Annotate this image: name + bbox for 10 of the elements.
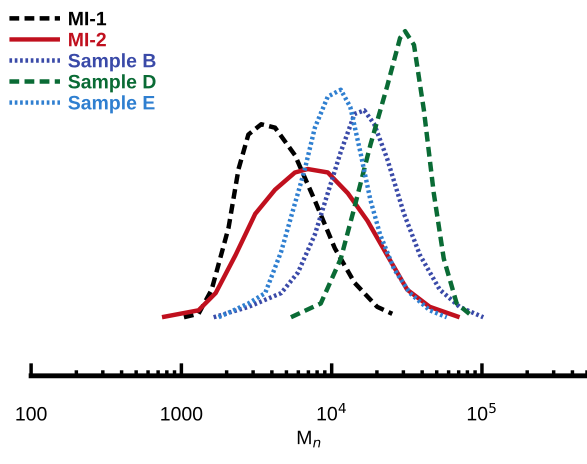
legend-label: Sample E <box>68 95 155 114</box>
x-tick-label: 10$^{4}$ <box>318 402 346 421</box>
x-tick-label: 1000 <box>161 406 202 421</box>
x-tick-label: 10$^{5}$ <box>468 402 496 421</box>
legend-label: MI-2 <box>69 32 106 46</box>
x-tick-label: 100 <box>16 406 47 421</box>
legend-label: Sample D <box>68 74 156 92</box>
x-axis-title: M$_{n}$ <box>298 430 320 448</box>
legend-label: Sample B <box>68 53 156 72</box>
legend-label: MI-1 <box>69 12 106 26</box>
